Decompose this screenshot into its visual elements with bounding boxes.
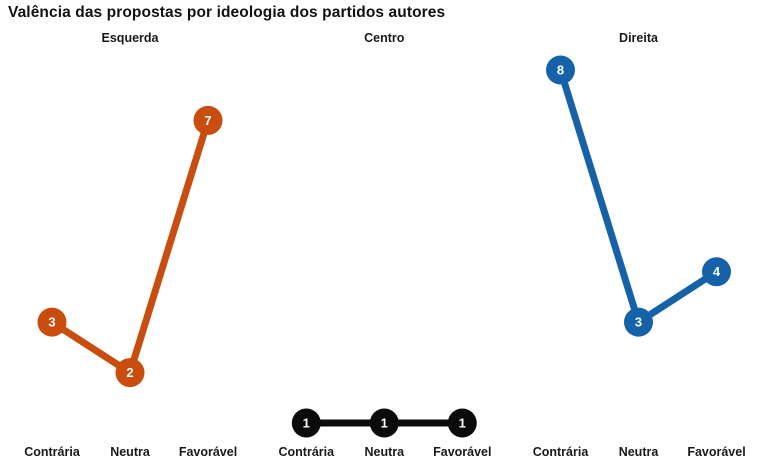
point-value-label: 1 xyxy=(459,416,466,431)
data-point-esquerda-contrária xyxy=(37,307,67,337)
x-axis-label-direita-contrária: Contrária xyxy=(533,445,590,459)
data-point-centro-neutra xyxy=(369,408,399,438)
point-value-label: 1 xyxy=(303,416,310,431)
data-point-esquerda-favorável xyxy=(193,105,223,135)
series-line-direita xyxy=(557,66,720,326)
data-point-direita-neutra xyxy=(624,307,653,337)
x-axis-label-esquerda-contrária: Contrária xyxy=(24,445,81,459)
point-value-label: 1 xyxy=(381,416,388,431)
facet-esquerda: Esquerda 3 Contrária 2 Neutra 7 Favorável xyxy=(24,31,237,459)
data-point-centro-contrária xyxy=(291,408,321,438)
data-point-direita-favorável xyxy=(702,257,731,287)
data-point-direita-contrária xyxy=(546,55,575,85)
facet-header-esquerda: Esquerda xyxy=(102,31,160,45)
point-value-label: 3 xyxy=(635,315,642,330)
facet-centro: Centro 1 Contrária 1 Neutra 1 Favorável xyxy=(279,31,492,459)
chart-title: Valência das propostas por ideologia dos… xyxy=(8,4,446,21)
point-value-label: 4 xyxy=(713,264,721,279)
point-value-label: 2 xyxy=(126,365,133,380)
x-axis-label-esquerda-favorável: Favorável xyxy=(179,445,237,459)
x-axis-label-centro-neutra: Neutra xyxy=(365,445,406,459)
x-axis-label-centro-favorável: Favorável xyxy=(433,445,491,459)
facet-direita: Direita 8 Contrária 3 Neutra 4 Favorável xyxy=(533,31,746,459)
x-axis-label-centro-contrária: Contrária xyxy=(279,445,336,459)
x-axis-label-direita-favorável: Favorável xyxy=(687,445,745,459)
x-axis-label-esquerda-neutra: Neutra xyxy=(110,445,151,459)
facet-header-direita: Direita xyxy=(619,31,659,45)
point-value-label: 8 xyxy=(557,62,564,77)
point-value-label: 7 xyxy=(204,113,211,128)
data-point-centro-favorável xyxy=(447,408,477,438)
data-point-esquerda-neutra xyxy=(115,358,145,388)
x-axis-label-direita-neutra: Neutra xyxy=(619,445,660,459)
series-line-esquerda xyxy=(48,116,212,377)
facet-header-centro: Centro xyxy=(364,31,405,45)
point-value-label: 3 xyxy=(48,315,55,330)
